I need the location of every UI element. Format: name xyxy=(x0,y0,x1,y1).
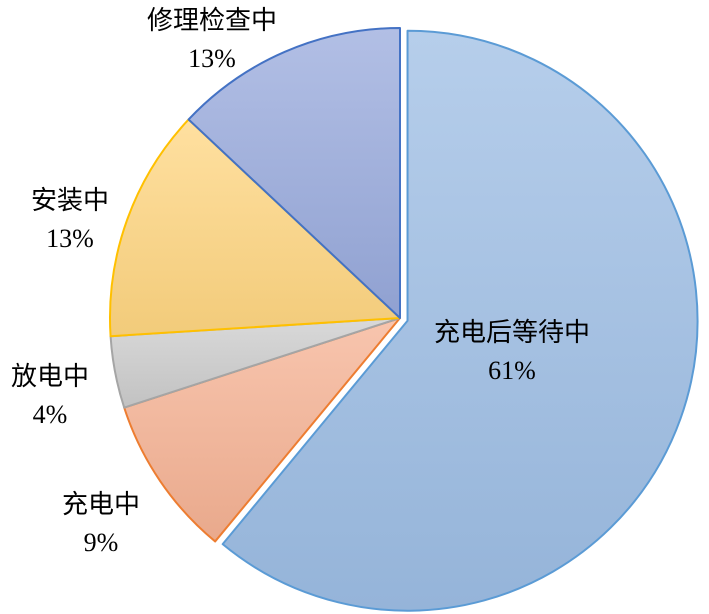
slice-name: 放电中 xyxy=(10,362,90,391)
pie-slice-1 xyxy=(123,317,401,543)
pie-slice-4 xyxy=(187,27,401,319)
slice-label-waiting: 充电后等待中 61% xyxy=(434,314,590,390)
slice-label-discharging: 放电中 4% xyxy=(11,358,89,434)
slice-percent: 61% xyxy=(488,356,536,385)
pie-slice-0 xyxy=(221,29,699,612)
slice-label-installing: 安装中 13% xyxy=(31,182,109,258)
slice-label-repair: 修理检查中 13% xyxy=(147,2,277,78)
slice-name: 充电中 xyxy=(61,490,141,519)
slice-percent: 13% xyxy=(46,224,94,253)
slice-name: 充电后等待中 xyxy=(433,318,591,347)
slice-percent: 13% xyxy=(188,44,236,73)
pie-slice-3 xyxy=(109,118,401,338)
slice-name: 修理检查中 xyxy=(146,6,278,35)
slice-percent: 9% xyxy=(83,528,119,557)
slice-name: 安装中 xyxy=(30,186,110,215)
slice-label-charging: 充电中 9% xyxy=(62,486,140,562)
slice-percent: 4% xyxy=(32,400,68,429)
